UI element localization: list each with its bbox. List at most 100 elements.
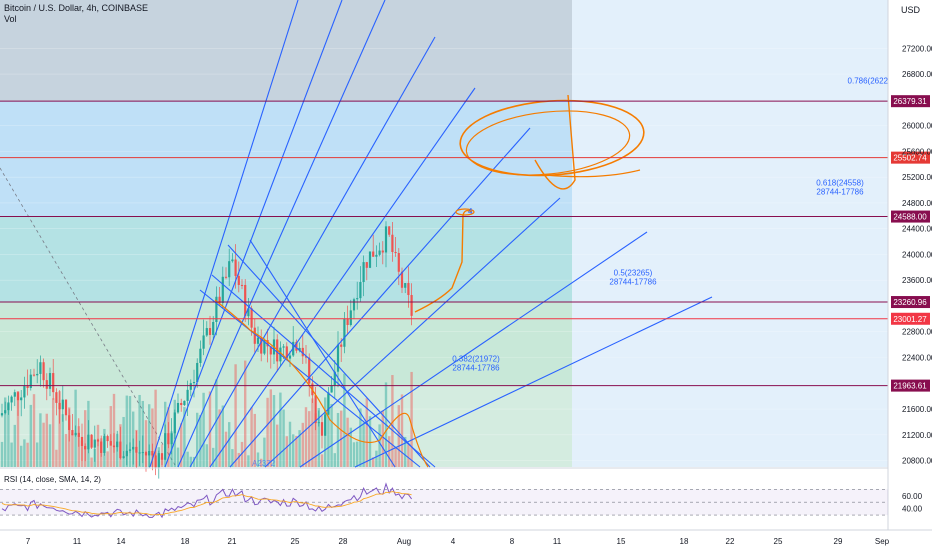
candle-body <box>215 296 218 322</box>
volume-bar <box>359 408 362 467</box>
price-level-badge <box>891 379 930 392</box>
price-level-badge <box>891 312 930 325</box>
candle-body <box>295 341 298 351</box>
orange-cap <box>455 208 475 216</box>
candle-body <box>333 371 336 386</box>
candle-body <box>346 318 349 325</box>
volume-bar <box>330 403 333 467</box>
candle-body <box>125 450 128 457</box>
price-tick: 22800.00 <box>902 328 932 337</box>
candle-body <box>173 412 176 434</box>
volume-bar <box>250 407 253 467</box>
volume-bar <box>202 392 205 467</box>
candle-body <box>180 402 183 406</box>
volume-bar <box>231 449 234 467</box>
trend-line <box>249 239 396 468</box>
fib-label: 28744-17786 <box>609 278 657 287</box>
volume-bar <box>48 424 52 467</box>
price-level-badge <box>891 151 930 164</box>
orange-stroke-2 <box>544 169 641 178</box>
candle-body <box>55 392 58 403</box>
volume-bar <box>64 433 68 467</box>
candle-body <box>362 262 365 283</box>
volume-bar <box>196 412 199 467</box>
volume-bar <box>247 455 250 467</box>
candle-body <box>330 385 333 393</box>
zone-0382-left <box>0 302 572 386</box>
price-tick: 21600.00 <box>902 405 932 414</box>
price-level-label: 26379.31 <box>893 97 927 106</box>
candle-body <box>253 327 256 344</box>
candle-body <box>400 271 404 288</box>
fib-label: 0.786(2622 <box>848 77 889 86</box>
volume-bar <box>349 427 352 467</box>
candle-body <box>64 399 68 416</box>
volume-bar <box>205 444 208 467</box>
trend-line <box>189 36 436 468</box>
volume-bar <box>388 436 391 467</box>
volume-bar <box>266 397 269 467</box>
candle-body <box>77 432 80 437</box>
candle-body <box>87 434 90 450</box>
volume-bar <box>0 441 4 467</box>
fib-labels: 0.786(26220.618(24558)28744-177860.5(232… <box>252 77 889 468</box>
volume-bar <box>16 391 20 467</box>
price-level-badge <box>891 95 930 108</box>
volume-bar <box>141 400 144 467</box>
candle-body <box>164 433 167 460</box>
candle-body <box>183 400 186 406</box>
candle-body <box>106 436 109 442</box>
candle-body <box>68 415 71 431</box>
candle-body <box>26 386 29 388</box>
rsi-label: RSI (14, close, SMA, 14, 2) <box>4 475 101 484</box>
candle-body <box>112 445 116 448</box>
volume-bar <box>4 397 7 467</box>
fib-label: 28744-17786 <box>452 363 500 372</box>
orange-ellipse-2 <box>465 110 631 176</box>
volume-bar <box>26 442 29 467</box>
volume-bar <box>39 413 42 467</box>
volume-bars <box>0 360 413 467</box>
currency-label: USD <box>901 5 921 15</box>
candle-body <box>365 262 368 268</box>
rsi-tick: 60.00 <box>902 492 923 501</box>
volume-bar <box>372 457 375 467</box>
volume-bar <box>256 452 260 467</box>
candle-body <box>410 295 413 316</box>
volume-bar <box>272 395 276 467</box>
candle-body <box>349 310 352 325</box>
volume-bar <box>240 441 244 467</box>
candle-body <box>205 328 208 336</box>
candle-body <box>103 436 106 453</box>
price-level-label: 21963.61 <box>893 382 927 391</box>
candle-body <box>388 226 391 235</box>
candle-body <box>375 254 378 257</box>
volume-bar <box>84 410 87 467</box>
volume-bar <box>279 392 282 467</box>
volume-bar <box>212 447 215 467</box>
trend-line <box>227 244 431 468</box>
candle-body <box>157 453 160 468</box>
volume-bar <box>10 442 13 467</box>
zone-05-left <box>0 216 572 303</box>
volume-bar <box>327 394 330 467</box>
fib-label: 0.618(24558) <box>816 179 864 188</box>
date-tick: 25 <box>774 537 783 546</box>
candle-body <box>199 348 202 363</box>
volume-bar <box>218 409 221 467</box>
rsi-pane: RSI (14, close, SMA, 14, 2) 60.00 40.00 <box>0 467 923 519</box>
candle-body <box>301 347 304 357</box>
date-tick: 7 <box>26 537 31 546</box>
candle-body <box>100 441 103 453</box>
candle-body <box>48 373 52 389</box>
volume-bar <box>106 451 109 467</box>
candle-body <box>122 456 125 459</box>
fib-zones <box>0 0 888 467</box>
volume-bar <box>346 417 349 467</box>
candle-body <box>231 259 234 262</box>
volume-bar <box>311 398 314 467</box>
candle-body <box>359 282 362 299</box>
candle-body <box>256 337 260 344</box>
date-tick: 11 <box>553 537 562 546</box>
